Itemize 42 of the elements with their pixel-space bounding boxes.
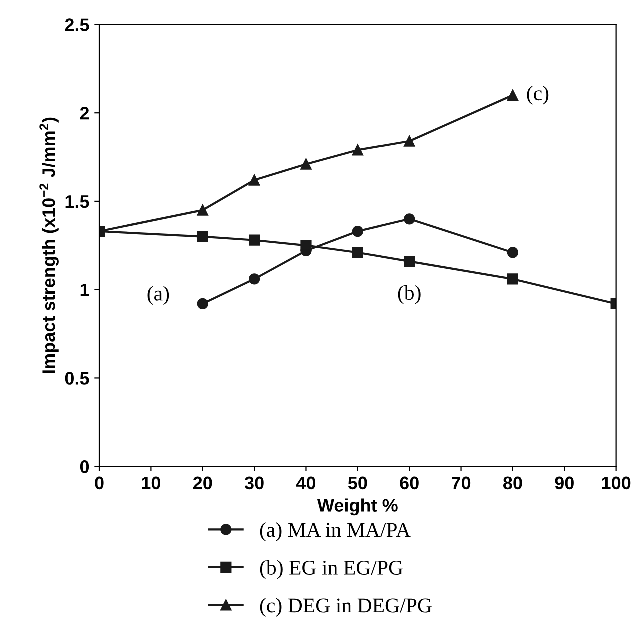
annotation: (c) [527,86,549,105]
x-tick-label: 70 [452,476,471,490]
point [352,247,364,258]
point [507,247,519,258]
point [507,274,519,285]
x-tick-label: 80 [503,476,522,490]
point [248,174,260,186]
point [197,231,208,242]
x-tick-label: 0 [95,476,104,490]
x-tick-label: 100 [602,476,631,490]
x-tick-label: 40 [296,476,316,490]
point [248,274,260,285]
legend-label: (c) DEG in DEG/PG [260,598,432,617]
y-tick-label: 0 [80,460,90,474]
x-tick-label: 10 [142,476,160,490]
x-tick-label: 30 [244,476,264,490]
point [300,158,312,170]
y-axis-title: Impact strength (x10$^{−2}$ J/mm$^{2}$) [40,118,59,374]
point [197,204,208,216]
x-tick-label: 20 [193,476,212,490]
x-tick-label: 60 [400,476,419,490]
x-tick-label: 50 [348,476,368,490]
y-tick-label: 1 [80,284,90,296]
x-tick-label: 90 [555,476,574,490]
y-tick-label: 2.5 [65,18,90,32]
y-tick-label: 2 [80,107,90,120]
point [404,136,416,147]
y-tick-label: 1.5 [66,196,90,208]
point [507,90,519,101]
point [352,144,364,156]
point [300,240,312,252]
y-tick-label: 0.5 [65,372,90,385]
legend-label: (a) MA in MA/PA [260,522,411,542]
annotation: (a) [148,286,170,306]
x-axis-title: Weight % [317,498,398,516]
annotation: (b) [398,285,421,304]
point [404,256,416,268]
point [248,234,260,246]
legend-label: (b) EG in EG/PG [260,560,403,580]
point [404,214,416,225]
point [197,298,208,310]
point [352,226,364,238]
